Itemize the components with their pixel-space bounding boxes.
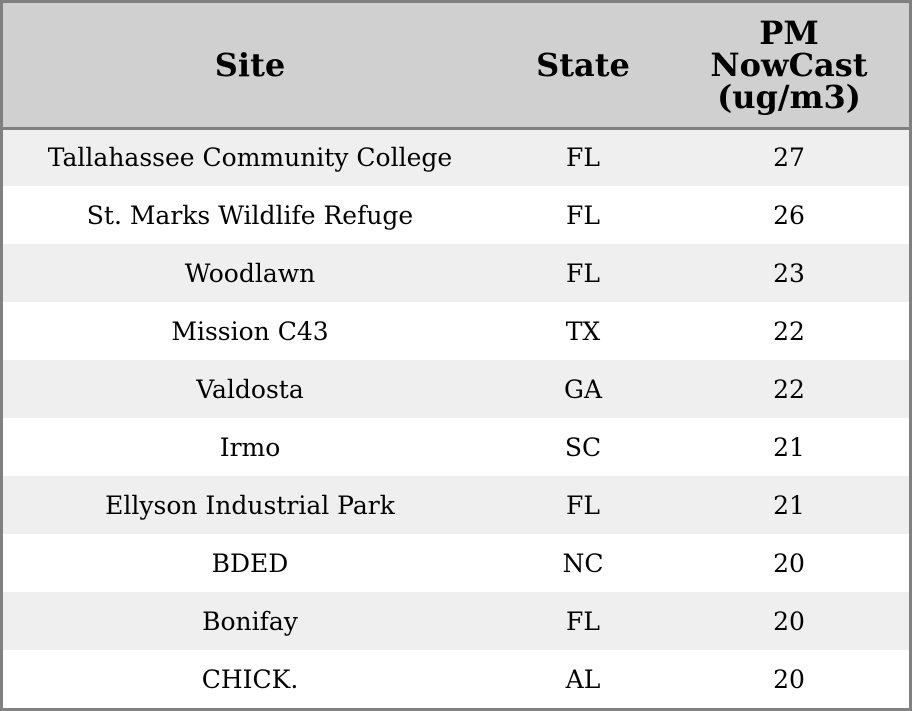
table-row: BDED NC 20	[3, 534, 909, 592]
cell-state: NC	[562, 548, 604, 578]
header-site: Site	[3, 3, 497, 130]
cell-state: FL	[566, 258, 600, 288]
cell-pm: 21	[773, 432, 805, 462]
header-pm-line-1: PM	[759, 13, 819, 52]
cell-pm: 27	[773, 143, 805, 173]
cell-pm: 26	[773, 200, 805, 230]
header-state: State	[497, 3, 669, 130]
cell-pm: 22	[773, 316, 805, 346]
cell-state: GA	[563, 374, 603, 404]
cell-site: Mission C43	[171, 316, 329, 346]
cell-site: BDED	[211, 548, 289, 578]
table-body: Tallahassee Community College FL 27 St. …	[3, 128, 909, 708]
cell-site: Valdosta	[196, 374, 304, 404]
cell-pm: 20	[773, 548, 805, 578]
cell-pm: 22	[773, 374, 805, 404]
table-row: Valdosta GA 22	[3, 360, 909, 418]
table-row: Irmo SC 21	[3, 418, 909, 476]
cell-state: FL	[566, 490, 600, 520]
table-row: Tallahassee Community College FL 27	[3, 128, 909, 186]
cell-site: CHICK.	[201, 664, 299, 694]
header-pm-line-3: (ug/m3)	[717, 77, 861, 116]
data-table: Site State PM NowCast (ug/m3) Tallahasse…	[3, 3, 909, 708]
cell-state: FL	[566, 200, 600, 230]
cell-site: Bonifay	[202, 606, 298, 636]
cell-site: St. Marks Wildlife Refuge	[86, 200, 414, 230]
table-row: St. Marks Wildlife Refuge FL 26	[3, 186, 909, 244]
cell-pm: 21	[773, 490, 805, 520]
cell-state: FL	[566, 143, 600, 173]
header-pm-nowcast: PM NowCast (ug/m3)	[669, 3, 909, 130]
header-pm-line-2: NowCast	[710, 45, 868, 84]
cell-pm: 23	[773, 258, 805, 288]
cell-site: Ellyson Industrial Park	[105, 490, 395, 520]
cell-site: Woodlawn	[184, 258, 316, 288]
cell-pm: 20	[773, 606, 805, 636]
cell-pm: 20	[773, 664, 805, 694]
table-row: Mission C43 TX 22	[3, 302, 909, 360]
cell-site: Tallahassee Community College	[47, 143, 453, 173]
header-row: Site State PM NowCast (ug/m3)	[3, 3, 909, 130]
cell-state: AL	[565, 664, 601, 694]
table-row: Woodlawn FL 23	[3, 244, 909, 302]
table-row: Ellyson Industrial Park FL 21	[3, 476, 909, 534]
table-header: Site State PM NowCast (ug/m3)	[3, 3, 909, 130]
cell-site: Irmo	[219, 432, 281, 462]
table-row: CHICK. AL 20	[3, 650, 909, 708]
cell-state: FL	[566, 606, 600, 636]
table-row: Bonifay FL 20	[3, 592, 909, 650]
cell-state: SC	[564, 432, 602, 462]
cell-state: TX	[565, 316, 601, 346]
